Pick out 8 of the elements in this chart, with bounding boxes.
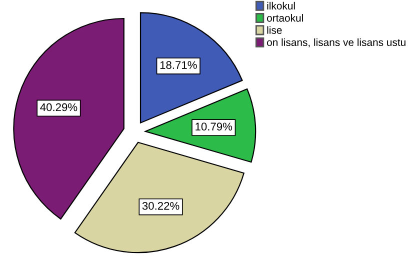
legend-label: ilkokul [267, 2, 295, 10]
data-label: 40.29% [40, 103, 78, 112]
data-label: 18.71% [160, 61, 197, 69]
data-label: 10.79% [196, 122, 232, 131]
legend-label: lise [267, 26, 282, 34]
legend-label: on lisans, lisans ve lisans ustu [267, 38, 406, 48]
data-label: 30.22% [142, 202, 180, 210]
legend-label: ortaokul [267, 14, 303, 22]
